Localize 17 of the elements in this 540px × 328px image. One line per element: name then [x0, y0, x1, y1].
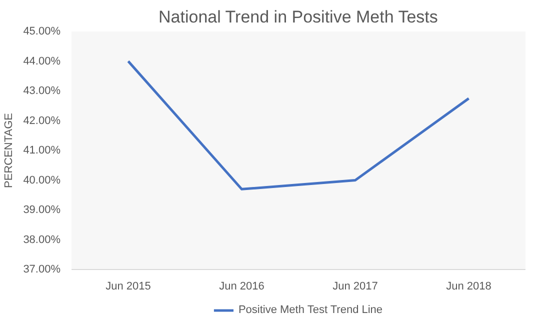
y-tick-label: 38.00% — [23, 234, 61, 246]
y-tick-label: 44.00% — [23, 55, 61, 68]
y-tick-label: 43.00% — [23, 85, 61, 97]
y-tick-label: 40.00% — [23, 174, 61, 186]
x-tick-label: Jun 2016 — [219, 280, 264, 292]
x-tick-label: Jun 2017 — [332, 280, 378, 292]
y-tick-label: 39.00% — [23, 204, 61, 216]
y-tick-label: 42.00% — [23, 114, 61, 127]
chart-title: National Trend in Positive Meth Tests — [158, 8, 438, 26]
x-tick-label: Jun 2015 — [106, 280, 151, 292]
y-axis-title: PERCENTAGE — [3, 113, 16, 188]
y-tick-label: 41.00% — [23, 144, 61, 156]
x-tick-label: Jun 2018 — [446, 280, 492, 292]
y-tick-label: 37.00% — [23, 264, 61, 276]
legend-label: Positive Meth Test Trend Line — [238, 304, 383, 316]
y-tick-label: 45.00% — [23, 26, 61, 38]
line-series — [127, 60, 470, 190]
